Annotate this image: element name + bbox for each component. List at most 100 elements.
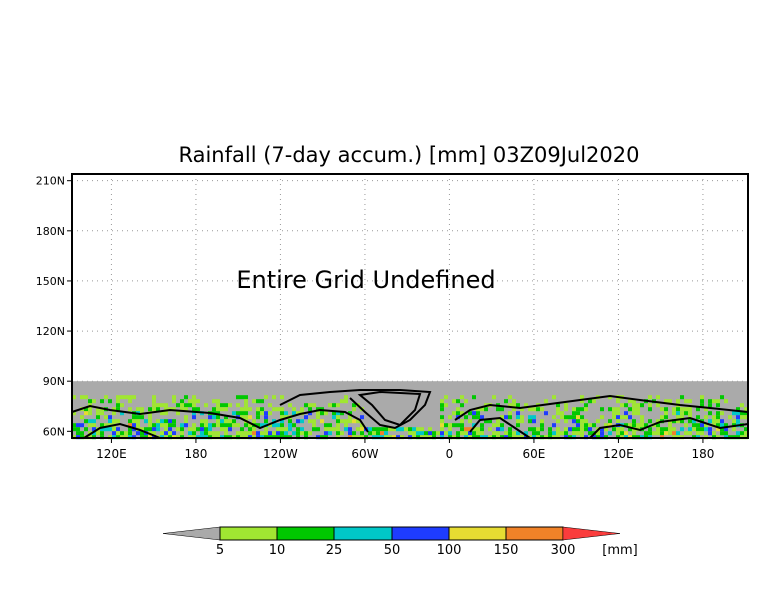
rain-cell [552, 395, 556, 400]
rain-cell [692, 423, 696, 428]
rain-cell [700, 427, 704, 432]
rain-cell [260, 411, 264, 416]
rain-cell [340, 399, 344, 404]
rain-cell [700, 423, 704, 428]
rain-cell [680, 427, 684, 432]
rain-cell [192, 407, 196, 412]
rain-cell [600, 427, 604, 432]
rain-cell [568, 427, 572, 432]
rain-cell [88, 411, 92, 416]
rain-cell [116, 403, 120, 408]
rain-cell [744, 427, 748, 432]
y-axis-ticks: 60N 90N 120N 150N 180N 210N [36, 175, 72, 438]
rain-cell [408, 427, 412, 432]
rain-cell [148, 419, 152, 424]
rain-cell [572, 419, 576, 424]
rain-cell [480, 407, 484, 412]
rain-cell [232, 419, 236, 424]
rain-cell [172, 407, 176, 412]
colorbar-label: 25 [326, 543, 343, 558]
rain-cell [516, 431, 520, 436]
rain-cell [140, 427, 144, 432]
rain-cell [280, 427, 284, 432]
rain-cell [632, 403, 636, 408]
rain-cell [744, 415, 748, 420]
rain-cell [720, 419, 724, 424]
rain-cell [464, 427, 468, 432]
rain-cell [668, 423, 672, 428]
rain-cell [680, 415, 684, 420]
rain-cell [528, 415, 532, 420]
rain-cell [84, 427, 88, 432]
rain-cell [532, 407, 536, 412]
rain-cell [688, 419, 692, 424]
rain-cell [204, 427, 208, 432]
rain-cell [660, 415, 664, 420]
rain-cell [328, 423, 332, 428]
rain-cell [184, 419, 188, 424]
rain-cell [104, 395, 108, 400]
rain-cell [280, 411, 284, 416]
rain-cell [220, 427, 224, 432]
rain-cell [472, 411, 476, 416]
coastline [454, 394, 749, 421]
rain-cell [716, 423, 720, 428]
rain-cell [280, 419, 284, 424]
rain-cell [468, 419, 472, 424]
rain-cell [264, 415, 268, 420]
rain-cell [472, 423, 476, 428]
rain-cell [704, 415, 708, 420]
colorbar-right-triangle [562, 526, 621, 541]
rain-cell [584, 427, 588, 432]
rain-cell [480, 415, 484, 420]
rain-cell [160, 403, 164, 408]
rain-cell [160, 431, 164, 436]
rain-cell [424, 431, 428, 436]
rain-cell [180, 423, 184, 428]
rain-cell [112, 411, 116, 416]
plot-frame [71, 173, 749, 439]
colorbar-label: 150 [494, 543, 519, 558]
y-tick-label: 180N [36, 225, 65, 238]
rain-cell [504, 431, 508, 436]
rain-cell [584, 403, 588, 408]
colorbar-label: 5 [216, 543, 224, 558]
rain-cell [200, 423, 204, 428]
y-tick-label: 90N [43, 375, 65, 388]
rain-cell [164, 431, 168, 436]
rain-cell [736, 407, 740, 412]
rain-cell [684, 431, 688, 436]
rain-cell [564, 431, 568, 436]
rain-cell [460, 427, 464, 432]
rain-cell [500, 423, 504, 428]
rain-cell [212, 431, 216, 436]
rain-cell [472, 431, 476, 436]
rain-cell [488, 419, 492, 424]
rain-cell [316, 427, 320, 432]
rain-cell [272, 431, 276, 436]
rain-cell [260, 407, 264, 412]
rain-cell [136, 423, 140, 428]
rain-cell [580, 427, 584, 432]
rain-cell [112, 431, 116, 436]
rain-cell [104, 423, 108, 428]
rain-cell [112, 427, 116, 432]
rain-cell [328, 403, 332, 408]
rain-cell [540, 419, 544, 424]
rain-cell [172, 399, 176, 404]
rain-cell [132, 415, 136, 420]
rain-cell [516, 403, 520, 408]
rain-cell [152, 399, 156, 404]
rain-cell [720, 427, 724, 432]
rain-cell [300, 427, 304, 432]
rain-cell [348, 415, 352, 420]
rain-cell [304, 403, 308, 408]
rain-cell [580, 395, 584, 400]
rain-cell [372, 431, 376, 436]
rain-cell [508, 415, 512, 420]
rain-cell [688, 431, 692, 436]
rain-cell [452, 411, 456, 416]
rain-cell [680, 419, 684, 424]
rain-cell [436, 431, 440, 436]
rain-cell [296, 419, 300, 424]
